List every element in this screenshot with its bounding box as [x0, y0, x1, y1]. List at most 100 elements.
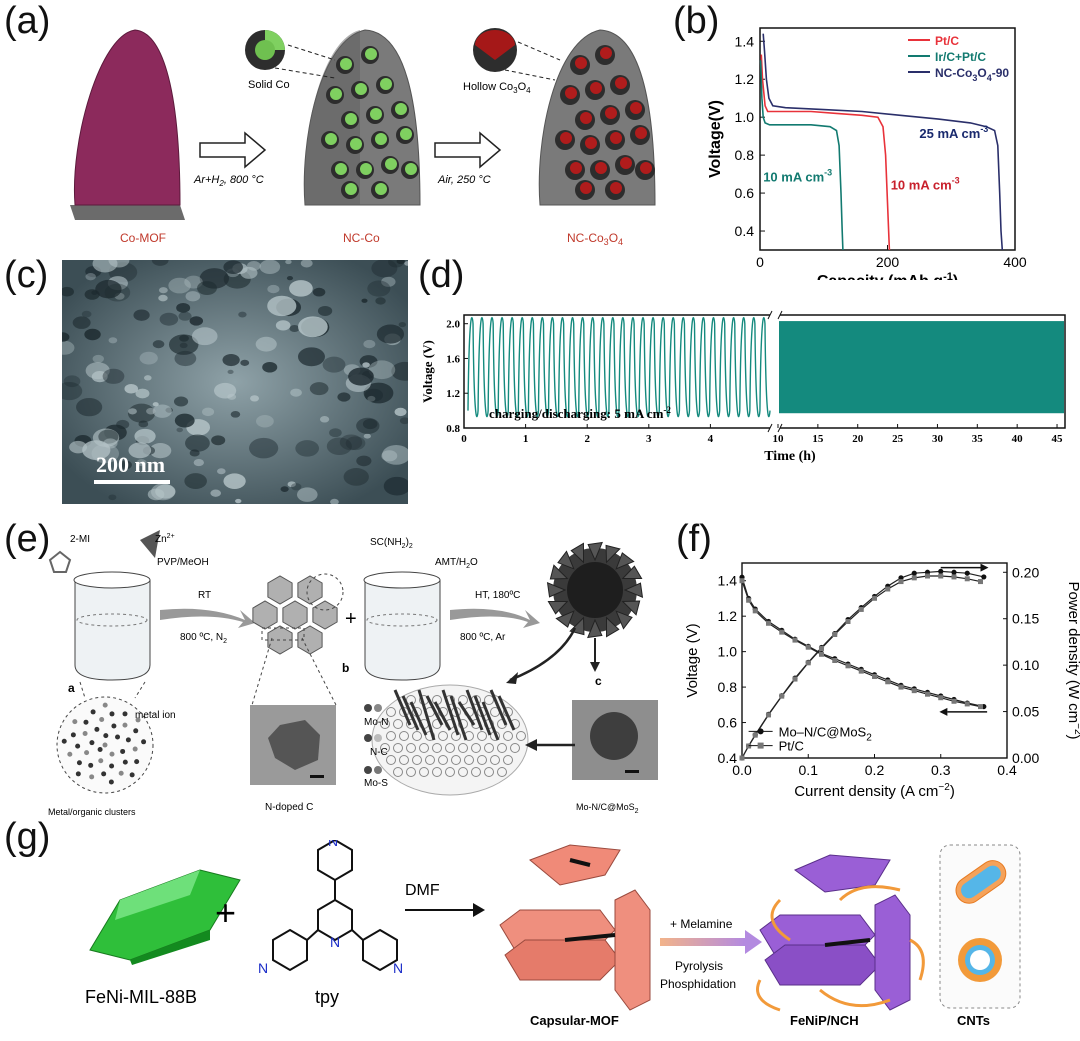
sem-particle — [174, 413, 195, 428]
chart-f: 0.4 0.6 0.8 1.0 1.2 1.4 0.00 0.05 0.10 0.15 0.20 0.… — [685, 562, 1080, 800]
sem-particle — [388, 260, 405, 268]
panel-label-e: (e) — [4, 518, 51, 560]
x-tick-label-b: 400 — [1003, 254, 1027, 270]
cluster-node — [90, 709, 96, 715]
sem-particle — [165, 407, 173, 413]
sem-particle — [368, 360, 396, 380]
sem-particle — [396, 260, 405, 265]
data-point-f — [951, 698, 957, 704]
lattice-ring — [497, 767, 507, 777]
mos2-petal — [549, 564, 569, 580]
sem-particle — [337, 392, 351, 402]
data-point-f — [779, 693, 785, 699]
sem-particle — [197, 281, 217, 296]
solid-co-core — [400, 128, 412, 140]
sem-particle — [361, 298, 368, 303]
data-point-f — [832, 658, 838, 663]
data-point-f — [938, 568, 944, 574]
sem-particle — [210, 489, 221, 497]
mos2-petal — [547, 600, 569, 615]
lattice-ring — [386, 707, 396, 717]
hollow-co3o4-core — [635, 127, 647, 139]
data-point-f — [872, 595, 877, 601]
bond-legend — [364, 704, 382, 774]
sem-particle — [240, 266, 258, 279]
series-line-b — [762, 33, 1004, 251]
data-point-f — [739, 755, 745, 761]
data-point-f — [779, 629, 785, 635]
lattice-ring — [406, 743, 416, 753]
sem-particle — [376, 324, 405, 344]
cluster-node — [102, 702, 108, 708]
y-axis-label-b: Voltage(V) — [707, 100, 724, 178]
sem-particle — [146, 407, 156, 415]
sem-particle — [168, 334, 199, 355]
sem-particle — [330, 498, 339, 504]
sem-particle — [319, 416, 330, 423]
sem-particle — [213, 382, 237, 399]
x-tick-label-d: 20 — [852, 433, 864, 445]
mos2-petal — [621, 565, 643, 580]
zoom-box — [261, 627, 305, 641]
sem-particle — [275, 320, 291, 331]
y2-tick-label-f: 0.10 — [1012, 657, 1039, 673]
lattice-ring — [497, 743, 507, 753]
sem-particle — [63, 375, 81, 388]
mos2-petal — [605, 544, 621, 564]
hollow-co3o4-core — [585, 137, 597, 149]
sem-particle — [124, 384, 139, 394]
hollow-co3o4-core — [620, 157, 632, 169]
solid-co-core — [375, 183, 387, 195]
data-point-f — [858, 668, 864, 674]
cluster-node — [101, 771, 107, 777]
label-nc-co3o4: NC-Co3O4 — [567, 231, 623, 247]
y2-tick-label-f: 0.15 — [1012, 611, 1039, 627]
y-tick-label-f: 0.4 — [718, 750, 738, 766]
tpy-molecule — [272, 840, 398, 972]
cluster-node — [133, 728, 139, 734]
sem-particle — [135, 388, 150, 399]
mos2-petal — [587, 541, 603, 562]
data-point-f — [739, 578, 745, 584]
solid-co-core — [360, 163, 372, 175]
beaker-b — [363, 571, 441, 681]
legend-label-b: NC-Co3O4-90 — [935, 66, 1009, 83]
data-point-f — [885, 679, 891, 685]
beaker-a — [73, 571, 151, 681]
sem-particle — [222, 353, 240, 367]
x-tick-label-f: 0.0 — [732, 762, 752, 778]
cluster-node — [70, 732, 76, 738]
sem-particle — [383, 476, 408, 496]
sem-particle — [404, 261, 408, 266]
data-point-f — [845, 663, 851, 669]
solid-co-core — [365, 48, 377, 60]
axis-break-mark — [767, 423, 773, 433]
lattice-ring — [484, 767, 494, 777]
data-point-f — [898, 684, 904, 690]
plot-frame-d — [463, 314, 1066, 429]
sem-particle — [382, 444, 408, 465]
label-step-a: a — [68, 681, 75, 695]
sem-particle — [295, 440, 320, 457]
cluster-node — [111, 723, 117, 729]
sem-particle — [191, 327, 218, 346]
sem-particle — [375, 297, 386, 305]
hollow-co3o4-core — [580, 182, 592, 194]
nc-co3o4-particles — [555, 45, 655, 200]
mos2-petal — [623, 582, 644, 598]
sem-particle — [85, 273, 96, 281]
data-point-f — [938, 695, 944, 701]
sem-particle — [326, 437, 352, 456]
sem-particle — [62, 332, 70, 342]
sem-particle — [287, 481, 296, 488]
solid-co-core — [330, 88, 342, 100]
plus-e: + — [345, 608, 357, 630]
lattice-ring — [432, 743, 442, 753]
zif-polyhedron — [312, 600, 338, 630]
label-ndoped: N-doped C — [265, 802, 313, 813]
sem-particle — [168, 277, 191, 294]
zn-pyramid — [140, 530, 160, 558]
sem-particle — [296, 487, 318, 502]
sem-particle — [317, 305, 333, 316]
data-point-f — [832, 632, 838, 637]
